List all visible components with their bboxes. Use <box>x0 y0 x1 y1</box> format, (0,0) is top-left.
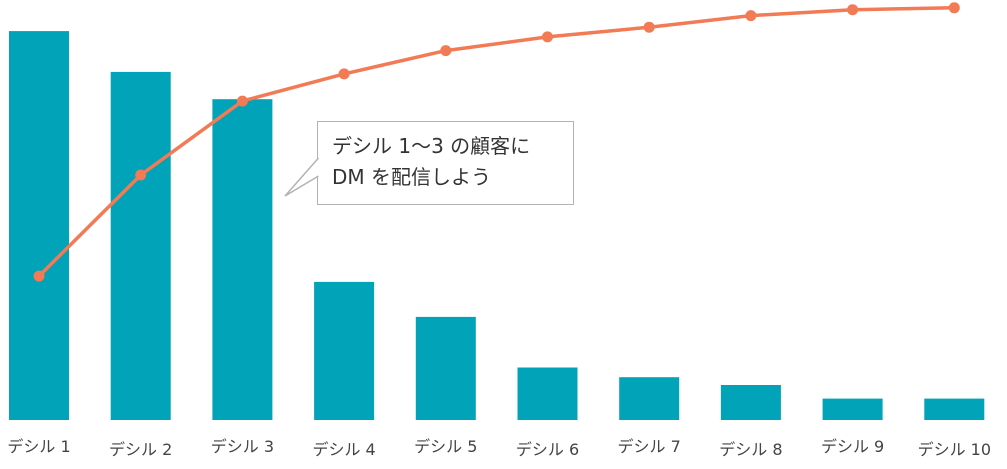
line-point-6 <box>542 31 553 43</box>
line-point-1 <box>33 270 45 282</box>
x-tick-label-7: デシル 7 <box>618 437 681 456</box>
bars <box>9 31 985 421</box>
x-tick-label-3: デシル 3 <box>211 437 274 456</box>
bar-5 <box>415 316 476 420</box>
annotation-line-2: DM を配信しよう <box>332 165 492 189</box>
bar-8 <box>720 385 781 420</box>
bar-1 <box>9 31 69 420</box>
x-tick-label-5: デシル 5 <box>414 437 477 456</box>
x-tick-label-1: デシル 1 <box>7 437 70 456</box>
x-tick-label-8: デシル 8 <box>719 440 782 459</box>
cumulative-line <box>37 6 955 278</box>
bar-2 <box>110 71 171 421</box>
line-point-3 <box>236 95 248 107</box>
x-tick-label-9: デシル 9 <box>821 437 884 456</box>
bar-6 <box>517 367 578 420</box>
line-point-7 <box>643 21 655 33</box>
line-point-9 <box>847 4 859 16</box>
callout-tail <box>284 157 320 197</box>
x-axis-ticks: デシル 1 デシル 2 デシル 3 デシル 4 デシル 5 デシル 6 デシル 7 デシル 8… <box>7 437 991 459</box>
line-point-2 <box>135 169 147 181</box>
bar-4 <box>314 281 375 420</box>
x-tick-label-2: デシル 2 <box>109 440 172 459</box>
line-point-4 <box>338 68 350 80</box>
x-tick-label-4: デシル 4 <box>312 440 375 459</box>
bar-3 <box>212 99 273 420</box>
x-tick-label-10: デシル 10 <box>918 440 991 459</box>
bar-10 <box>924 398 985 420</box>
bar-7 <box>619 377 680 420</box>
annotation-line-1: デシル 1〜3 の顧客に <box>332 134 531 158</box>
line-point-8 <box>745 10 757 22</box>
x-tick-label-6: デシル 6 <box>516 440 579 459</box>
line-point-10 <box>948 2 960 14</box>
line-point-5 <box>440 45 452 57</box>
cumulative-line-layer <box>33 2 960 282</box>
bar-9 <box>822 398 883 420</box>
annotation-callout: デシル 1〜3 の顧客に DM を配信しよう <box>284 121 574 205</box>
